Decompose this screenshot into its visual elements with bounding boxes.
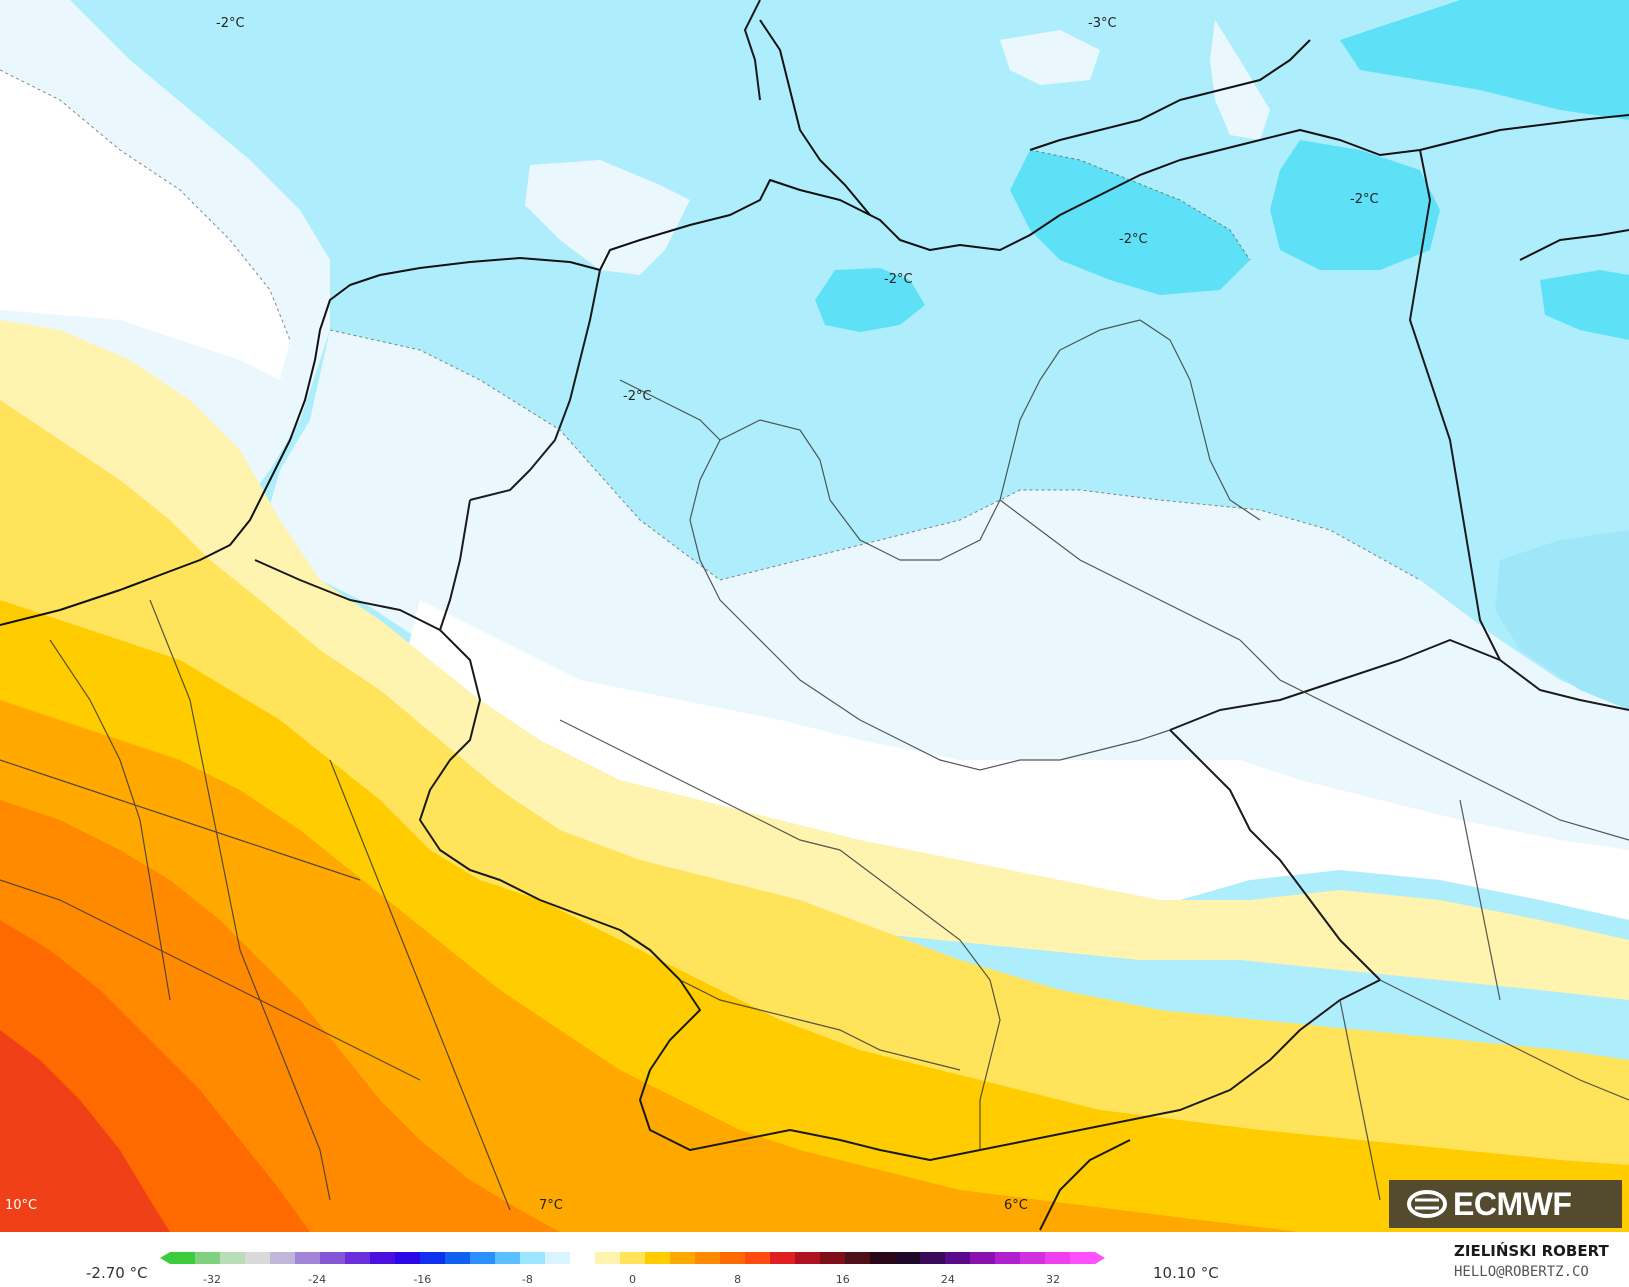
coastlines: [0, 19, 1629, 626]
colorbar-segment: [720, 1252, 746, 1264]
colorbar-tick-label: -16: [413, 1273, 431, 1286]
colorbar-segment: [645, 1252, 671, 1264]
colorbar-segment: [545, 1252, 571, 1264]
colorbar-tick-label: 0: [629, 1273, 636, 1286]
pale-patch-sound: [1210, 20, 1270, 140]
regional-borders: [0, 319, 1629, 1211]
temp-label: -3°C: [1088, 16, 1117, 31]
temp-label: -2°C: [623, 389, 652, 404]
temp-label: -2°C: [1119, 232, 1148, 247]
national-borders: [254, 0, 1629, 1231]
colorbar-segment: [595, 1252, 621, 1264]
colorbar-tick-label: -24: [308, 1273, 326, 1286]
colorbar-segment: [220, 1252, 246, 1264]
temp-band-white-nw: [0, 70, 290, 380]
colorbar-min-arrow: [160, 1252, 170, 1264]
colorbar-segment: [945, 1252, 971, 1264]
isotherm-lines: [0, 69, 1421, 581]
colorbar-segment: [995, 1252, 1021, 1264]
colorbar-segment: [670, 1252, 696, 1264]
temp-label: -2°C: [1350, 192, 1379, 207]
cold-core-east-edge: [1540, 270, 1629, 340]
colorbar-segment: [420, 1252, 446, 1264]
colorbar-segment: [170, 1252, 196, 1264]
pale-patch-frisian: [525, 160, 690, 275]
colorbar-tick-label: -8: [522, 1273, 533, 1286]
colorbar-tick-label: -32: [203, 1273, 221, 1286]
temperature-colorbar: -32 -24 -16 -8 0 8 16 24 32: [160, 1252, 1105, 1286]
cold-core-west-pomerania: [1010, 150, 1250, 295]
colorbar-min-label: -2.70 °C: [86, 1264, 148, 1282]
colorbar-segment: [920, 1252, 946, 1264]
colorbar-segment: [295, 1252, 321, 1264]
colorbar-tick-label: 24: [941, 1273, 955, 1286]
cold-core-northeast: [1340, 0, 1629, 120]
colorbar-segment: [445, 1252, 471, 1264]
ecmwf-logo: ECMWF: [1389, 1180, 1622, 1228]
colorbar-segment: [520, 1252, 546, 1264]
temp-label: -2°C: [884, 272, 913, 287]
ecmwf-logo-icon: [1406, 1190, 1448, 1218]
cold-core-southeast: [1495, 530, 1629, 710]
colorbar-segment: [395, 1252, 421, 1264]
temp-band-red: [0, 1030, 170, 1232]
colorbar-segments: [160, 1252, 1105, 1264]
author-credit: ZIELIŃSKI ROBERT: [1454, 1242, 1609, 1260]
pale-patch-baltic: [1000, 30, 1100, 85]
cold-core-central: [815, 268, 925, 332]
colorbar-segment: [370, 1252, 396, 1264]
colorbar-segment: [1070, 1252, 1096, 1264]
colorbar-segment: [570, 1252, 596, 1264]
temp-label: 6°C: [1004, 1198, 1028, 1213]
colorbar-segment: [845, 1252, 871, 1264]
colorbar-segment: [270, 1252, 296, 1264]
ecmwf-logo-text: ECMWF: [1453, 1185, 1572, 1222]
colorbar-segment: [245, 1252, 271, 1264]
colorbar-segment: [970, 1252, 996, 1264]
colorbar-segment: [345, 1252, 371, 1264]
colorbar-segment: [620, 1252, 646, 1264]
cold-core-north-poland: [1270, 140, 1440, 270]
colorbar-max-label: 10.10 °C: [1153, 1264, 1219, 1282]
colorbar-max-arrow: [1095, 1252, 1105, 1264]
colorbar-segment: [745, 1252, 771, 1264]
colorbar-segment: [195, 1252, 221, 1264]
temp-label: 7°C: [539, 1198, 563, 1213]
temp-label: -2°C: [216, 16, 245, 31]
colorbar-segment: [895, 1252, 921, 1264]
colorbar-segment: [795, 1252, 821, 1264]
temperature-map[interactable]: -2°C -3°C -2°C -2°C -2°C -2°C 10°C 7°C 6…: [0, 0, 1629, 1232]
author-email: HELLO@ROBERTZ.CO: [1454, 1264, 1589, 1280]
temp-label: 10°C: [5, 1198, 37, 1213]
colorbar-segment: [695, 1252, 721, 1264]
temp-band-pale-central: [260, 330, 1629, 900]
colorbar-ticks: -32 -24 -16 -8 0 8 16 24 32: [203, 1273, 1060, 1286]
colorbar-segment: [1020, 1252, 1046, 1264]
colorbar-segment: [470, 1252, 496, 1264]
colorbar-segment: [870, 1252, 896, 1264]
colorbar-segment: [1045, 1252, 1071, 1264]
colorbar-segment: [820, 1252, 846, 1264]
colorbar-segment: [770, 1252, 796, 1264]
colorbar-segment: [320, 1252, 346, 1264]
colorbar-tick-label: 32: [1046, 1273, 1060, 1286]
colorbar-segment: [495, 1252, 521, 1264]
colorbar-tick-label: 8: [734, 1273, 741, 1286]
colorbar-tick-label: 16: [836, 1273, 850, 1286]
